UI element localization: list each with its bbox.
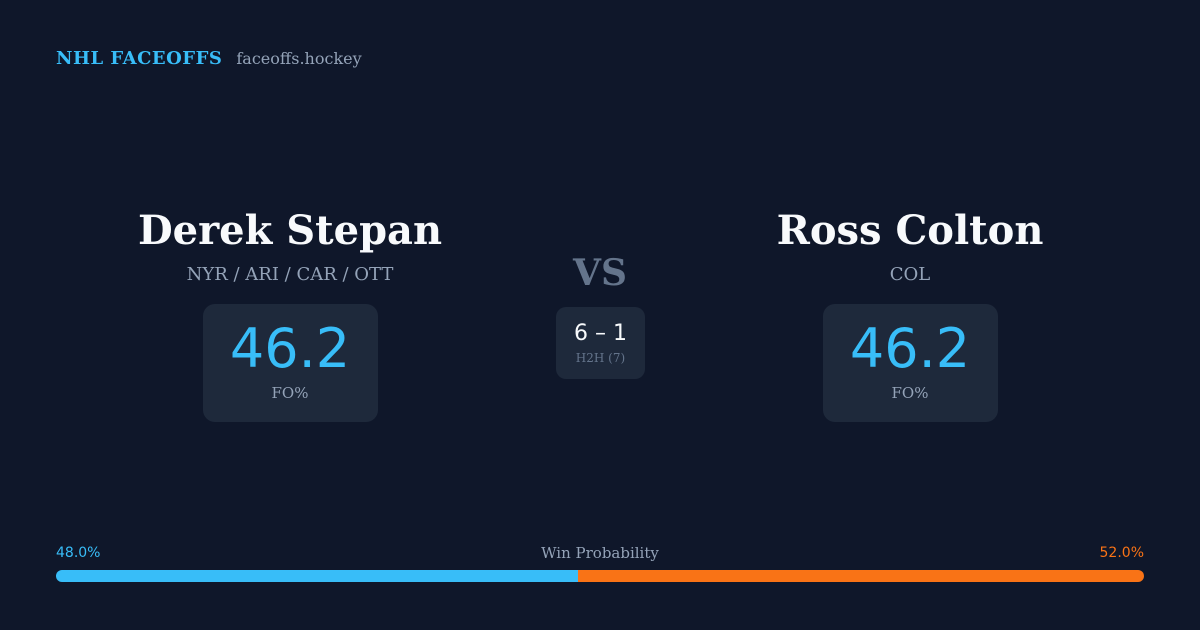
player-left-teams: NYR / ARI / CAR / OTT [186, 264, 394, 285]
win-probability-bar [56, 570, 1144, 582]
player-left-name: Derek Stepan [137, 207, 443, 254]
player-left-stat-card: 46.2 FO% [202, 304, 378, 422]
brand-title: NHL FACEOFFS [56, 48, 223, 69]
player-left-stat-value: 46.2 [229, 317, 351, 380]
win-probability-title: Win Probability [541, 544, 659, 562]
win-probability-left-value: 48.0% [56, 545, 101, 561]
brand-domain: faceoffs.hockey [236, 49, 362, 68]
brand-header: NHL FACEOFFS faceoffs.hockey [56, 48, 362, 69]
player-left-panel: Derek Stepan NYR / ARI / CAR / OTT 46.2 … [30, 206, 550, 422]
head-to-head-score: 6 – 1 [574, 321, 627, 346]
win-probability-left-fill [56, 570, 579, 582]
versus-label: VS [573, 252, 627, 294]
player-right-stat-value: 46.2 [849, 317, 971, 380]
head-to-head-label: H2H (7) [575, 351, 626, 365]
player-right-panel: Ross Colton COL 46.2 FO% [650, 206, 1170, 422]
player-right-teams: COL [889, 264, 931, 285]
player-left-stat-label: FO% [271, 384, 309, 402]
player-right-stat-card: 46.2 FO% [822, 304, 998, 422]
win-probability-labels: 48.0% Win Probability 52.0% [56, 544, 1144, 562]
player-right-stat-label: FO% [891, 384, 929, 402]
win-probability-right-fill [578, 570, 1144, 582]
win-probability-right-value: 52.0% [1099, 545, 1144, 561]
head-to-head-card: 6 – 1 H2H (7) [556, 307, 645, 379]
player-right-name: Ross Colton [776, 207, 1044, 254]
